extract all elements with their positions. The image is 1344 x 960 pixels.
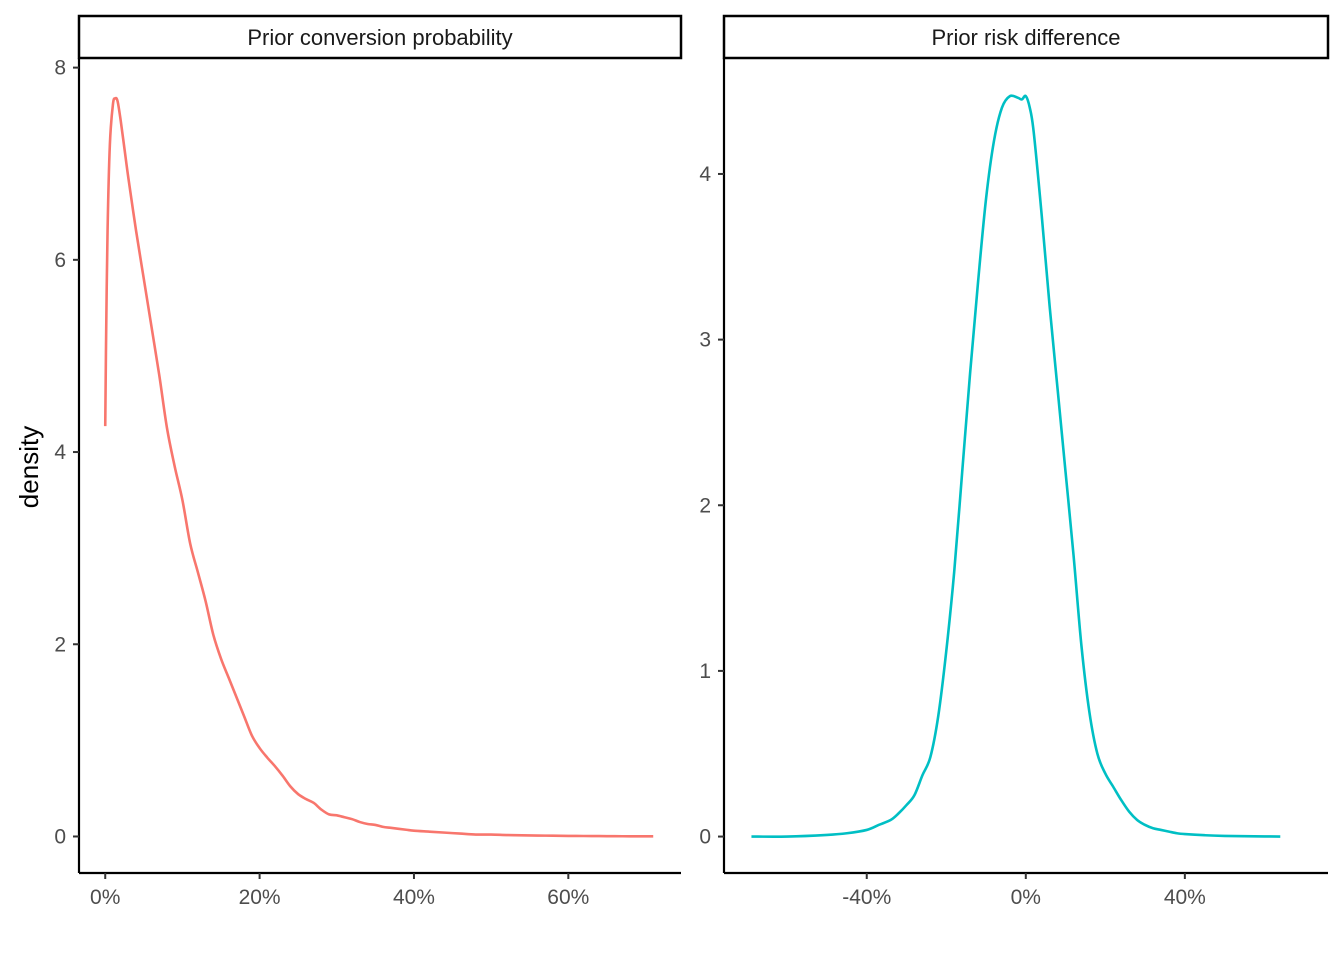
panel-prior-conversion-probability: Prior conversion probability 0 2 4 6 8 0% 20% 40… [54, 14, 683, 909]
y-tick-label: 0 [54, 825, 66, 848]
x-tick-label: 0% [90, 886, 120, 909]
facet-title-conversion: Prior conversion probability [247, 25, 512, 50]
x-tick-label: -40% [842, 886, 891, 909]
x-tick-label: 0% [1011, 886, 1041, 909]
y-axis-title: density [14, 426, 44, 508]
x-tick-label: 40% [1164, 886, 1206, 909]
y-tick-label: 1 [699, 660, 711, 683]
y-tick-label: 0 [699, 826, 711, 849]
x-tick-label: 60% [547, 886, 589, 909]
facet-strip-conversion [77, 14, 683, 60]
facet-title-risk-difference: Prior risk difference [931, 25, 1120, 50]
y-tick-label: 2 [699, 494, 711, 517]
facet-strip-risk-difference [722, 14, 1330, 60]
y-tick-label: 2 [54, 633, 66, 656]
density-line-conversion [103, 96, 654, 838]
y-tick-label: 4 [54, 441, 66, 464]
density-line-risk-difference [751, 94, 1281, 838]
x-tick-label: 40% [393, 886, 435, 909]
y-tick-label: 8 [54, 57, 66, 80]
y-tick-label: 4 [699, 163, 711, 186]
x-tick-label: 20% [239, 886, 281, 909]
y-tick-label: 3 [699, 329, 711, 352]
panel-prior-risk-difference: Prior risk difference 0 1 2 3 4 -40% 0% 40% [699, 14, 1330, 909]
y-tick-label: 6 [54, 249, 66, 272]
